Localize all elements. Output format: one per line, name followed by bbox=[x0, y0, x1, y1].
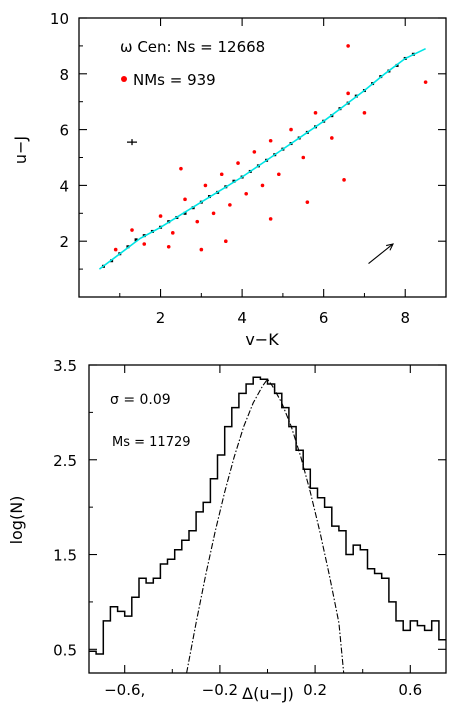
non-member-point bbox=[289, 127, 293, 132]
gaussian-fit-line bbox=[186, 378, 345, 674]
non-member-point bbox=[362, 111, 367, 115]
non-member-point bbox=[183, 197, 187, 202]
non-member-point bbox=[236, 161, 240, 165]
non-member-point bbox=[330, 136, 334, 140]
top-y-tick-label: 10 bbox=[50, 10, 69, 28]
bottom-y-tick-label: 3.5 bbox=[53, 357, 77, 375]
non-member-point bbox=[130, 228, 134, 232]
top-annotation-nms-marker bbox=[121, 76, 127, 82]
bottom-ylabel: log(N) bbox=[7, 496, 26, 545]
non-member-point bbox=[313, 111, 318, 115]
non-member-point bbox=[170, 231, 175, 235]
bottom-annotation-ms: Ms = 11729 bbox=[112, 435, 191, 450]
non-member-point bbox=[342, 178, 346, 182]
residual-histogram bbox=[89, 376, 446, 655]
reddening-vector bbox=[368, 243, 394, 264]
non-member-point bbox=[203, 183, 208, 188]
top-y-tick-label: 6 bbox=[59, 122, 69, 140]
non-member-point bbox=[113, 247, 118, 252]
top-x-tick-label: 6 bbox=[319, 309, 329, 327]
error-bar bbox=[127, 139, 138, 146]
non-member-point bbox=[268, 217, 273, 221]
bottom-x-tick-label: −0.2 bbox=[202, 681, 238, 699]
non-member-point bbox=[211, 211, 216, 216]
non-member-point bbox=[301, 155, 306, 160]
top-annotation-ns: ω Cen: Ns = 12668 bbox=[120, 38, 265, 56]
top-x-tick-label: 4 bbox=[237, 309, 247, 327]
non-member-point bbox=[219, 172, 224, 177]
non-member-point bbox=[166, 244, 171, 249]
non-member-point bbox=[260, 183, 265, 188]
bottom-chart: −0.6, −0.2 0.2 0.6 0.5 1.5 2.5 3.5 σ = 0.09 Ms … bbox=[7, 357, 447, 703]
top-y-tick-label: 8 bbox=[59, 66, 69, 84]
bottom-y-tick-label: 0.5 bbox=[53, 641, 77, 659]
top-ylabel: u−J bbox=[11, 136, 30, 164]
non-member-point bbox=[244, 191, 248, 196]
non-member-point bbox=[195, 219, 200, 224]
non-member-point bbox=[346, 44, 350, 48]
non-member-point bbox=[228, 203, 232, 207]
bottom-y-tick-label: 1.5 bbox=[53, 547, 77, 565]
non-member-point bbox=[305, 200, 310, 204]
non-member-point bbox=[142, 242, 147, 246]
non-member-point bbox=[277, 172, 281, 177]
bottom-marks bbox=[89, 376, 446, 674]
member-point bbox=[183, 211, 187, 215]
non-member-point bbox=[252, 150, 257, 154]
top-xlabel: v−K bbox=[245, 330, 279, 349]
bottom-y-tick-label: 2.5 bbox=[53, 452, 77, 470]
non-member-point bbox=[268, 138, 273, 143]
non-member-point bbox=[423, 80, 428, 84]
bottom-x-tick-label: −0.6, bbox=[104, 681, 145, 699]
bottom-x-tick-label: 0.6 bbox=[398, 681, 422, 699]
bottom-ticks: −0.6, −0.2 0.2 0.6 0.5 1.5 2.5 3.5 bbox=[53, 357, 446, 699]
non-member-point bbox=[224, 239, 228, 243]
top-ticks: 2 4 6 8 2 4 6 8 10 bbox=[50, 10, 446, 327]
member-point bbox=[134, 238, 138, 242]
non-member-point bbox=[158, 214, 163, 218]
fiducial-line bbox=[98, 47, 426, 270]
top-x-tick-label: 8 bbox=[400, 309, 410, 327]
top-x-tick-label: 2 bbox=[156, 309, 166, 327]
non-member-point bbox=[199, 247, 204, 252]
top-y-tick-label: 2 bbox=[59, 233, 69, 251]
bottom-xlabel: Δ(u−J) bbox=[242, 684, 294, 703]
top-plot-frame bbox=[78, 17, 447, 298]
bottom-plot-frame bbox=[88, 364, 447, 674]
bottom-x-tick-label: 0.2 bbox=[303, 681, 327, 699]
top-annotation-nms: NMs = 939 bbox=[133, 71, 216, 89]
top-chart: 2 4 6 8 2 4 6 8 10 ω Cen: Ns = 12668 NMs = 939 v… bbox=[11, 10, 447, 349]
bottom-annotation-sigma: σ = 0.09 bbox=[110, 392, 171, 408]
non-member-point bbox=[179, 166, 183, 171]
non-member-point bbox=[346, 91, 350, 96]
top-marks bbox=[98, 44, 428, 270]
top-y-tick-label: 4 bbox=[59, 177, 69, 195]
reddening-vector-head bbox=[386, 243, 394, 251]
